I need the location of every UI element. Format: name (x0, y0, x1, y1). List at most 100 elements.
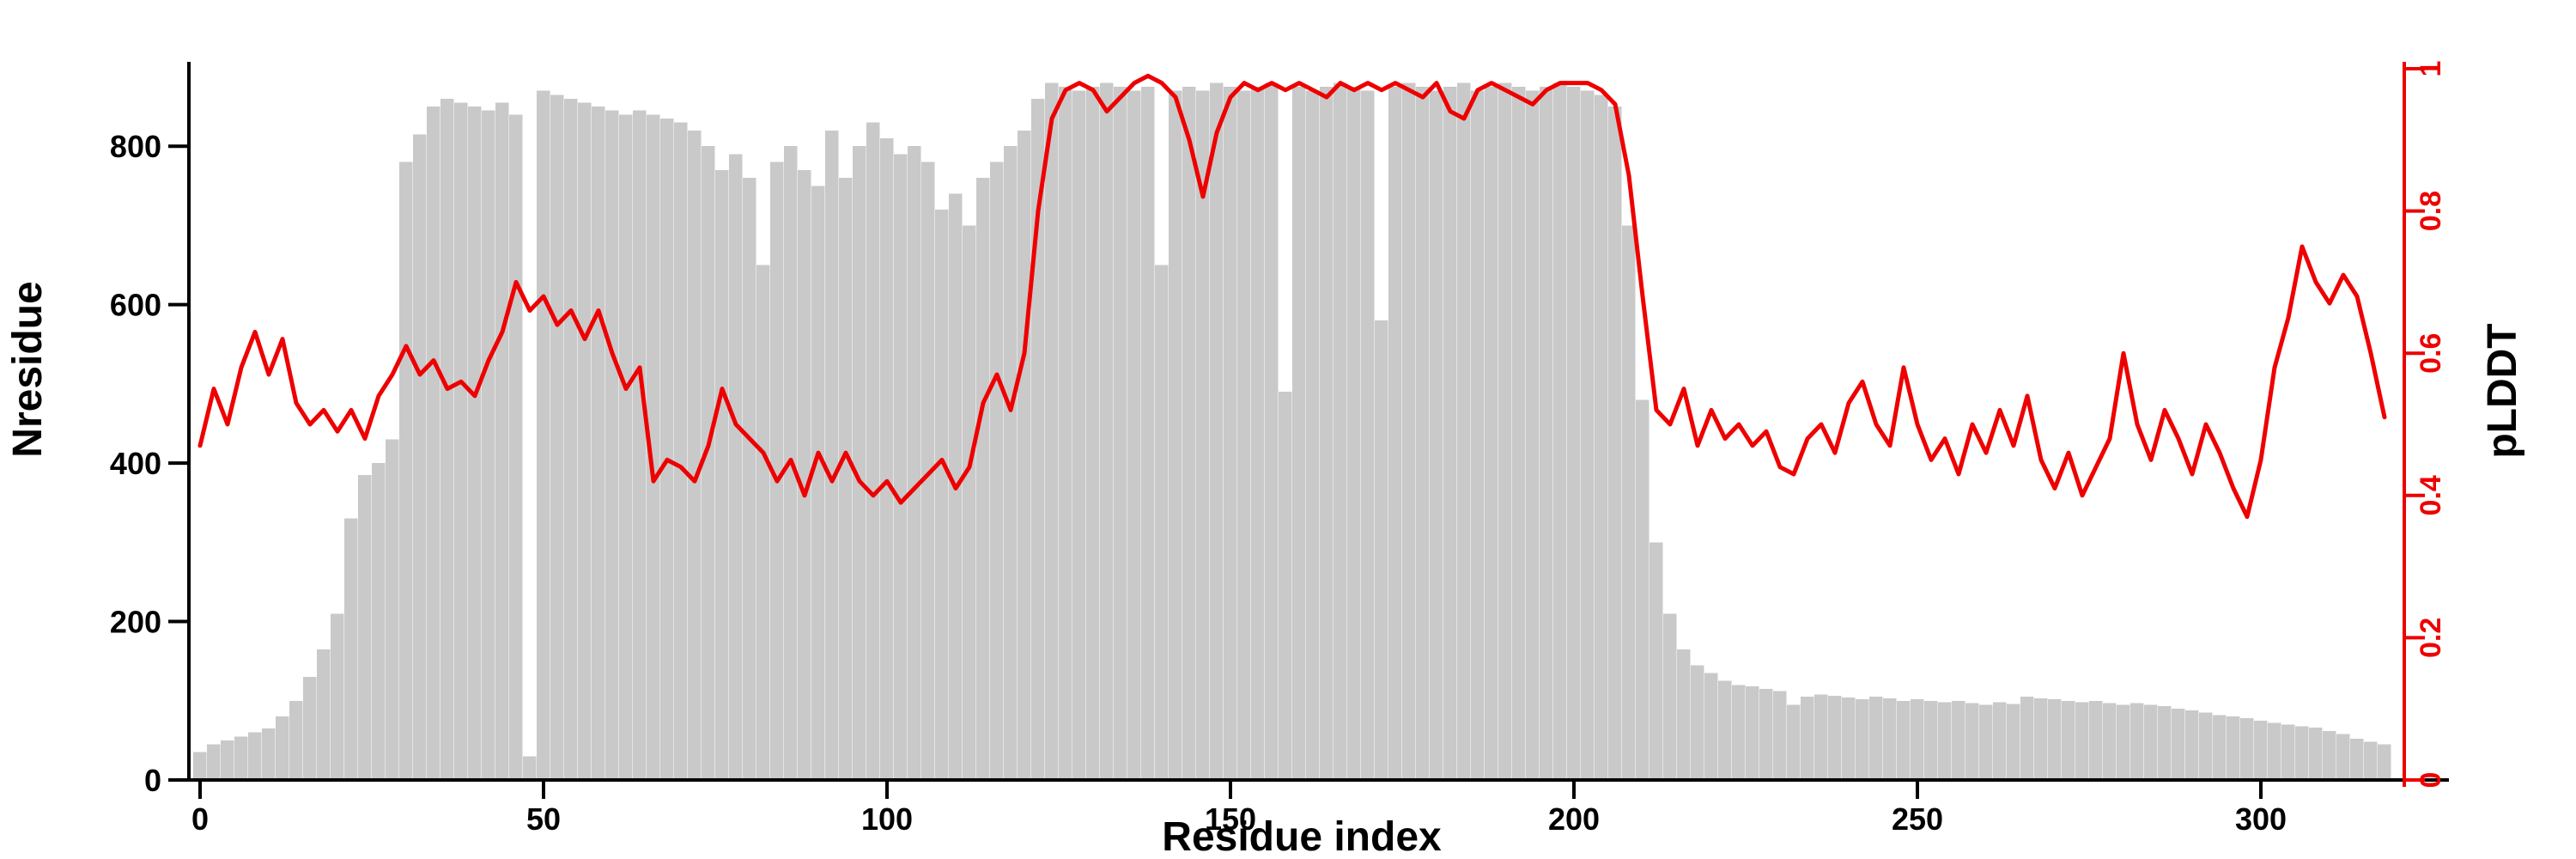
nresidue-bar (1031, 98, 1045, 780)
nresidue-bar (688, 130, 702, 781)
nresidue-bar (1265, 82, 1279, 780)
nresidue-bar (798, 169, 811, 780)
x-axis-tick-label: 250 (1892, 801, 1943, 837)
nresidue-bar (454, 102, 468, 780)
bars-layer (193, 82, 2391, 781)
nresidue-bar (1965, 703, 1979, 780)
nresidue-bar (1430, 90, 1443, 780)
nresidue-bar (1485, 87, 1498, 781)
line-layer (197, 73, 2387, 520)
nresidue-bar (1210, 82, 1224, 780)
nresidue-bar (1993, 702, 2007, 780)
nresidue-bar (1924, 700, 1938, 780)
nresidue-bar (1773, 691, 1787, 780)
nresidue-bar (702, 146, 715, 780)
nresidue-bar (344, 518, 358, 780)
nresidue-bar (2103, 703, 2117, 780)
nresidue-bar (1828, 696, 1842, 780)
nresidue-bar (1842, 698, 1856, 780)
nresidue-bar (317, 649, 331, 780)
nresidue-bar (358, 474, 372, 780)
nresidue-bar (1045, 82, 1059, 780)
nresidue-bar (1388, 87, 1402, 781)
nresidue-bar (935, 210, 949, 780)
nresidue-bar (1581, 90, 1595, 780)
nresidue-bar (1279, 392, 1292, 780)
nresidue-bar (2089, 700, 2103, 780)
nresidue-bar (990, 161, 1004, 780)
nresidue-bar (1732, 685, 1746, 780)
nresidue-bar (1595, 94, 1608, 781)
nresidue-bar (743, 178, 756, 781)
right-axis-tick-label: 0.8 (2415, 191, 2447, 231)
nresidue-bar (1553, 82, 1567, 780)
nresidue-bar (1141, 87, 1155, 781)
nresidue-bar (2020, 697, 2034, 780)
axes-layer: 0 200 400 600 800 0 50 100 150 200 250 300 0 0.2 0.4 0.… (110, 61, 2449, 837)
nresidue-bar (248, 732, 262, 780)
nresidue-bar (1759, 688, 1773, 780)
nresidue-bar (674, 122, 688, 781)
nresidue-bar (660, 118, 674, 780)
nresidue-bar (2336, 734, 2350, 780)
left-axis-tick-label: 400 (110, 446, 161, 481)
nresidue-bar (399, 161, 413, 780)
nresidue-bar (2350, 739, 2364, 780)
nresidue-bar (427, 107, 440, 781)
nresidue-bar (1471, 90, 1485, 780)
nresidue-bar (509, 114, 523, 781)
nresidue-bar (1567, 87, 1581, 781)
nresidue-bar (234, 736, 248, 780)
nresidue-bar (894, 154, 908, 780)
nresidue-bar (1498, 82, 1512, 780)
nresidue-bar (770, 161, 784, 780)
nresidue-bar (880, 138, 894, 780)
nresidue-bar (2268, 722, 2281, 780)
nresidue-bar (839, 178, 853, 781)
nresidue-bar (1114, 87, 1127, 781)
nresidue-bar (633, 110, 647, 780)
nresidue-bar (1663, 613, 1677, 780)
nresidue-bar (564, 98, 578, 780)
x-axis-tick-label: 200 (1548, 801, 1600, 837)
nresidue-bar (2172, 709, 2185, 780)
nresidue-bar (1512, 87, 1526, 781)
nresidue-bar (523, 756, 537, 780)
nresidue-bar (976, 178, 990, 781)
nresidue-bar (853, 146, 866, 780)
nresidue-bar (1320, 87, 1334, 781)
nresidue-bar (1636, 399, 1649, 780)
nresidue-bar (1608, 107, 1622, 781)
nresidue-bar (1911, 698, 1924, 780)
nresidue-bar (1306, 90, 1320, 780)
x-axis-title: Residue index (1162, 814, 1442, 859)
nresidue-bar (1526, 90, 1540, 780)
nresidue-bar (1938, 702, 1952, 780)
nresidue-bar (1443, 87, 1457, 781)
nresidue-bar (2295, 726, 2309, 780)
nresidue-bar (2144, 704, 2158, 780)
nresidue-bar (1883, 698, 1897, 780)
nresidue-bar (289, 700, 303, 780)
nresidue-bar (537, 90, 550, 780)
nresidue-bar (756, 265, 770, 781)
nresidue-bar (1224, 87, 1237, 781)
nresidue-bar (482, 110, 495, 780)
x-axis-tick-label: 100 (861, 801, 913, 837)
nresidue-bar (1691, 665, 1704, 780)
left-axis-tick-label: 600 (110, 288, 161, 323)
nresidue-bar (1072, 90, 1086, 780)
nresidue-bar (1801, 697, 1814, 780)
nresidue-bar (207, 744, 221, 780)
nresidue-bar (921, 161, 935, 780)
nresidue-bar (605, 110, 619, 780)
nresidue-bar (1897, 700, 1911, 780)
right-axis-tick-label: 1 (2415, 61, 2447, 77)
nresidue-bar (2158, 706, 2172, 780)
nresidue-bar (372, 463, 386, 780)
nresidue-bar (1746, 686, 1759, 780)
nresidue-bar (715, 169, 729, 780)
plddt-line (197, 73, 2387, 520)
